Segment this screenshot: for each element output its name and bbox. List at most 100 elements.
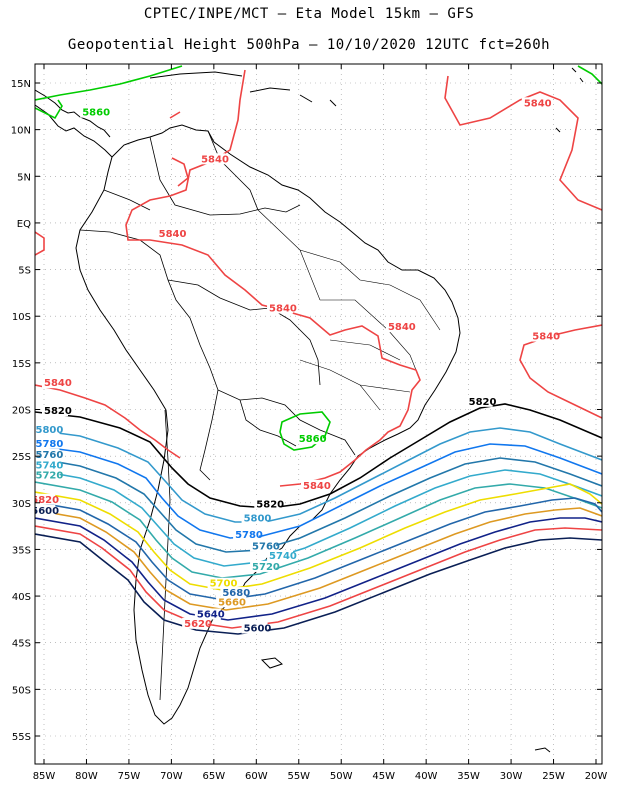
contour-label-text: 5740 [269, 551, 297, 562]
contour-label: 5840 [385, 321, 416, 333]
lon-tick-label: 65W [203, 771, 226, 782]
south-georgia [534, 747, 551, 753]
contour-5760 [35, 457, 602, 553]
lon-tick-label: 55W [287, 771, 310, 782]
lat-tick-label: 30S [12, 499, 31, 510]
contour-label-text: 5840 [303, 481, 331, 492]
contour-label-bg [301, 479, 328, 491]
contour-label-bg [241, 622, 268, 634]
contour-label-text: 5800 [36, 425, 64, 436]
contour-label-text: 5760 [252, 541, 280, 552]
contour-5860-north [35, 65, 183, 101]
lon-tick-label: 50W [330, 771, 353, 782]
contour-label: 5840 [156, 227, 187, 240]
contour-5840-tropics [125, 69, 421, 487]
contour-label: 5800 [35, 423, 64, 436]
contour-label-bg [35, 469, 60, 481]
contour-label-bg [216, 596, 243, 608]
contour-label: 5620 [182, 617, 212, 630]
contour-label: 5640 [194, 608, 225, 621]
contour-label: 5720 [35, 469, 63, 482]
cape-verde [555, 67, 584, 133]
contour-5700 [35, 483, 602, 591]
contour-5600 [35, 533, 602, 635]
lat-tick-label: 15N [11, 79, 31, 90]
contour-label-text: 5840 [524, 98, 552, 109]
contour-label-bg [250, 540, 277, 552]
contour-label-text: 5640 [197, 610, 225, 621]
contour-label: 5840 [530, 330, 560, 343]
contour-label: 5840 [521, 97, 552, 109]
contour-label-bg [35, 423, 60, 435]
contour-label: 5720 [250, 560, 280, 573]
lon-tick-label: 60W [245, 771, 268, 782]
lat-tick-label: 5S [18, 266, 31, 277]
lat-tick-label: 40S [12, 592, 31, 603]
contour-5660 [35, 507, 602, 611]
contour-label-text: 5840 [44, 378, 72, 389]
contour-label-bg [385, 321, 412, 333]
lat-tick-label: 55S [12, 732, 31, 743]
contour-label: 5740 [35, 459, 63, 471]
contour-label-text: 5600 [31, 506, 59, 517]
contour-5860-atlantic [577, 65, 602, 85]
cuba-coast [149, 71, 243, 79]
axis-ticks [35, 64, 602, 764]
contour-label: 5680 [220, 587, 250, 599]
contour-label-text: 5680 [222, 588, 250, 599]
map-title-line1: CPTEC/INPE/MCT – Eta Model 15km – GFS [143, 6, 475, 22]
contour-label: 5840 [42, 377, 72, 389]
contour-label-bg [42, 405, 68, 417]
lat-tick-label: 35S [12, 545, 31, 556]
lat-tick-label: 25S [12, 452, 31, 463]
contour-5840-atlantic-east [519, 324, 602, 419]
contour-label: 5700 [207, 577, 237, 590]
contour-label-text: 5820 [44, 406, 72, 417]
contour-5800 [35, 427, 602, 523]
lat-tick-label: 10S [12, 312, 31, 323]
contour-label-text: 5840 [201, 154, 229, 165]
contour-label: 5840 [301, 479, 331, 492]
lat-tick-label: 50S [12, 685, 31, 696]
contour-5840-pacific [35, 231, 45, 256]
lon-tick-label: 40W [415, 771, 438, 782]
lon-tick-label: 35W [457, 771, 480, 782]
lon-tick-label: 75W [118, 771, 141, 782]
contour-label-bg [267, 302, 294, 314]
contour-label-text: 5840 [159, 229, 187, 240]
lat-tick-label: 45S [12, 639, 31, 650]
map-frame [34, 63, 603, 765]
contour-label-text: 5780 [36, 439, 64, 450]
contour-label-bg [233, 529, 260, 541]
contour-label: 5760 [250, 540, 280, 552]
contour-label-text: 5660 [218, 597, 246, 608]
contour-label: 5740 [267, 549, 297, 562]
lat-tick-label: 10N [11, 126, 31, 137]
contour-label: 5840 [199, 153, 229, 165]
contour-label: 5820 [42, 405, 72, 417]
contour-label-text: 5820 [256, 499, 284, 510]
contour-label: 5600 [31, 504, 59, 517]
contour-5780 [35, 443, 602, 539]
contour-label: 5840 [267, 302, 297, 315]
contour-5720 [35, 481, 602, 579]
contour-labels: 5860 5840 5840 5840 5840 5840 5840 5840 5820 5820… [31, 97, 560, 635]
contour-label: 5780 [35, 437, 64, 450]
contour-label-bg [42, 377, 68, 389]
contour-label: 5660 [216, 596, 246, 608]
contour-label: 5820 [466, 395, 496, 408]
contour-5640 [35, 517, 602, 621]
contour-label-text: 5800 [244, 513, 272, 524]
contour-label-text: 5760 [36, 450, 64, 461]
contour-label: 5820 [254, 498, 284, 510]
contour-label-text: 5860 [82, 108, 110, 119]
contour-label-bg [156, 227, 183, 239]
contour-label-bg [530, 330, 557, 342]
contour-label-bg [207, 577, 234, 589]
contour-5840-atlantic-high [444, 75, 602, 211]
coastline-outline [35, 67, 584, 753]
contour-label-text: 5600 [244, 624, 272, 635]
contour-label-text: 5720 [252, 562, 280, 573]
contour-label-bg [182, 617, 209, 629]
